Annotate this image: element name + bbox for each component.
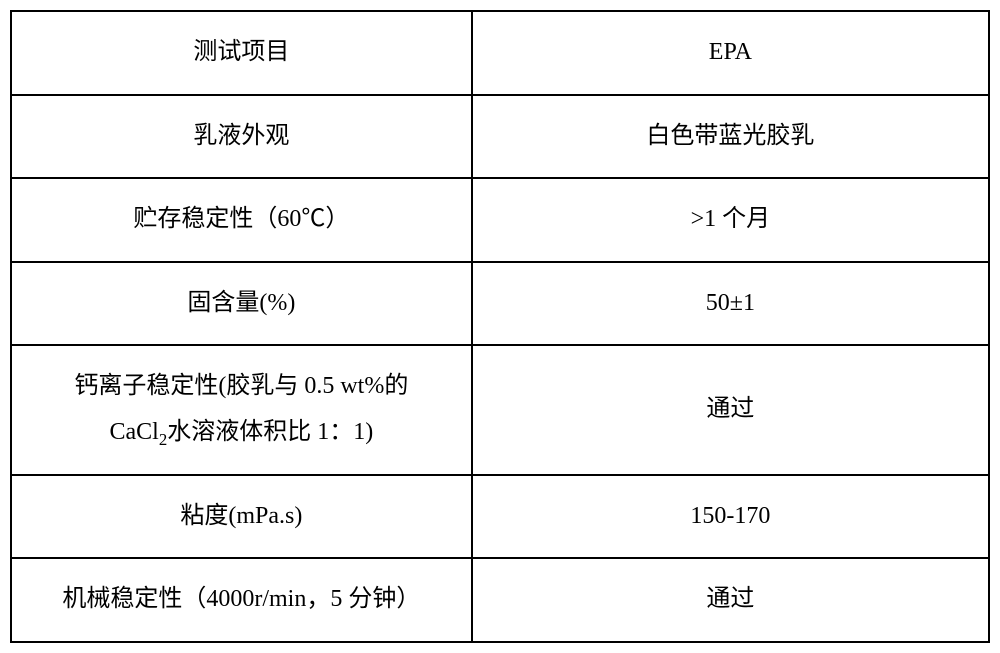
table-row: 贮存稳定性（60℃） >1 个月 [11, 178, 989, 262]
cell-storage-stability-value: >1 个月 [472, 178, 989, 262]
cell-solid-content-value: 50±1 [472, 262, 989, 346]
table-row: 粘度(mPa.s) 150-170 [11, 475, 989, 559]
calcium-line2-pre: CaCl [109, 419, 158, 445]
calcium-line2-post: 水溶液体积比 1：1) [167, 419, 373, 445]
table-row: 固含量(%) 50±1 [11, 262, 989, 346]
cell-calcium-stability-label: 钙离子稳定性(胶乳与 0.5 wt%的 CaCl2水溶液体积比 1：1) [11, 345, 472, 474]
table-row: 机械稳定性（4000r/min，5 分钟） 通过 [11, 558, 989, 642]
calcium-line1: 钙离子稳定性(胶乳与 0.5 wt%的 [74, 373, 408, 399]
calcium-line2-sub: 2 [159, 430, 167, 449]
cell-test-item-label: 测试项目 [11, 11, 472, 95]
cell-appearance-value: 白色带蓝光胶乳 [472, 95, 989, 179]
properties-table-container: 测试项目 EPA 乳液外观 白色带蓝光胶乳 贮存稳定性（60℃） >1 个月 固… [10, 10, 990, 643]
cell-viscosity-label: 粘度(mPa.s) [11, 475, 472, 559]
cell-mechanical-stability-label: 机械稳定性（4000r/min，5 分钟） [11, 558, 472, 642]
table-row: 测试项目 EPA [11, 11, 989, 95]
cell-storage-stability-label: 贮存稳定性（60℃） [11, 178, 472, 262]
table-row: 乳液外观 白色带蓝光胶乳 [11, 95, 989, 179]
properties-table: 测试项目 EPA 乳液外观 白色带蓝光胶乳 贮存稳定性（60℃） >1 个月 固… [10, 10, 990, 643]
cell-calcium-stability-value: 通过 [472, 345, 989, 474]
cell-test-item-value: EPA [472, 11, 989, 95]
cell-mechanical-stability-value: 通过 [472, 558, 989, 642]
cell-viscosity-value: 150-170 [472, 475, 989, 559]
cell-solid-content-label: 固含量(%) [11, 262, 472, 346]
table-row: 钙离子稳定性(胶乳与 0.5 wt%的 CaCl2水溶液体积比 1：1) 通过 [11, 345, 989, 474]
cell-appearance-label: 乳液外观 [11, 95, 472, 179]
